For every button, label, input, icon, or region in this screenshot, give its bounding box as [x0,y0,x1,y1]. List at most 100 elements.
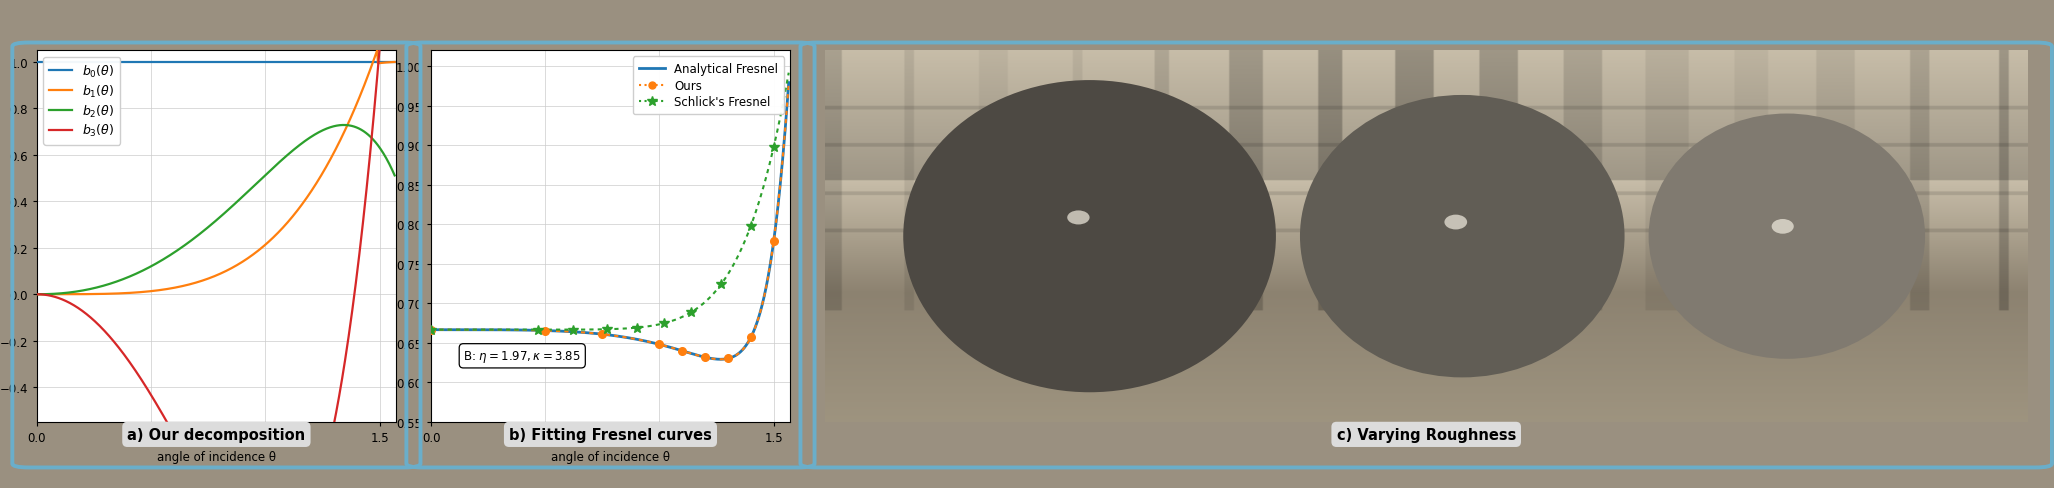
Ellipse shape [918,93,1261,381]
Ellipse shape [978,143,1202,330]
Ellipse shape [1300,96,1625,378]
Ellipse shape [1773,224,1801,249]
Ellipse shape [1345,135,1580,339]
Ellipse shape [1308,103,1616,370]
Ellipse shape [1366,152,1559,321]
Ellipse shape [1337,127,1588,346]
Ellipse shape [1742,197,1832,277]
Ellipse shape [1672,136,1900,338]
Ellipse shape [988,151,1191,323]
Ellipse shape [1380,166,1543,307]
Ellipse shape [1697,157,1877,316]
Ellipse shape [1701,160,1873,313]
$b_3(\theta)$ [88,324,113,330]
$b_0(\theta)$ [263,60,288,66]
Ellipse shape [1333,124,1592,349]
Ellipse shape [1362,148,1563,325]
Ellipse shape [1417,198,1508,275]
Ellipse shape [904,81,1276,392]
Ellipse shape [1019,178,1158,295]
Ellipse shape [969,136,1210,338]
Text: B: $\eta = 1.97, \kappa = 3.85$: B: $\eta = 1.97, \kappa = 3.85$ [464,348,581,364]
Ellipse shape [1444,215,1467,230]
$b_2(\theta)$ [187,232,212,238]
Ellipse shape [908,85,1271,388]
Ellipse shape [1397,180,1528,293]
Ellipse shape [1025,182,1154,291]
$b_1(\theta)$ [88,291,113,297]
Ellipse shape [1421,202,1504,272]
Ellipse shape [1405,187,1520,286]
Ellipse shape [1317,110,1608,364]
Line: $b_2(\theta)$: $b_2(\theta)$ [37,126,394,295]
$b_1(\theta)$ [187,279,212,285]
Ellipse shape [1752,206,1822,267]
Ellipse shape [1434,212,1491,262]
Ellipse shape [1695,154,1879,319]
Text: a) Our decomposition: a) Our decomposition [127,427,306,442]
Ellipse shape [1777,227,1797,246]
Ellipse shape [959,128,1220,346]
Ellipse shape [1354,142,1571,332]
Ellipse shape [1015,174,1165,299]
Ellipse shape [1670,133,1904,341]
Ellipse shape [1372,159,1551,314]
Ellipse shape [1707,166,1867,307]
Ellipse shape [1349,138,1575,335]
Ellipse shape [1413,194,1512,279]
Ellipse shape [1721,179,1853,295]
$b_0(\theta)$ [25,60,49,66]
Line: $b_1(\theta)$: $b_1(\theta)$ [37,51,394,295]
Ellipse shape [1043,198,1136,276]
Ellipse shape [1660,123,1914,350]
Ellipse shape [974,140,1206,334]
$b_3(\theta)$ [25,292,49,298]
Ellipse shape [1376,163,1547,311]
Ellipse shape [1341,131,1584,343]
$b_1(\theta)$ [25,292,49,298]
Ellipse shape [1000,163,1179,311]
$b_0(\theta)$ [236,60,261,66]
Ellipse shape [1711,169,1863,304]
Ellipse shape [912,89,1267,385]
Ellipse shape [992,155,1187,319]
Ellipse shape [1430,208,1495,265]
Ellipse shape [1058,209,1121,264]
Ellipse shape [963,132,1216,342]
Ellipse shape [1384,170,1538,304]
Ellipse shape [1662,126,1912,347]
Ellipse shape [1011,170,1169,303]
$b_1(\theta)$ [117,290,142,296]
$b_2(\theta)$ [382,173,407,179]
Ellipse shape [1368,156,1555,318]
X-axis label: angle of incidence θ: angle of incidence θ [156,449,275,463]
Ellipse shape [1450,226,1475,247]
$b_2(\theta)$ [294,138,318,144]
Ellipse shape [937,108,1243,365]
Ellipse shape [1068,211,1089,225]
$b_0(\theta)$ [117,60,142,66]
Ellipse shape [1048,202,1132,272]
Ellipse shape [1052,205,1128,268]
Legend: $b_0(\theta)$, $b_1(\theta)$, $b_2(\theta)$, $b_3(\theta)$: $b_0(\theta)$, $b_1(\theta)$, $b_2(\thet… [43,58,121,145]
Ellipse shape [1649,114,1925,359]
Ellipse shape [1329,121,1596,353]
Ellipse shape [1715,172,1859,301]
$b_1(\theta)$ [366,48,390,54]
$b_0(\theta)$ [382,60,407,66]
Ellipse shape [926,101,1253,373]
Ellipse shape [1033,190,1146,284]
Ellipse shape [1748,203,1824,270]
Ellipse shape [1076,225,1103,248]
$b_2(\theta)$ [88,284,113,290]
Ellipse shape [949,120,1230,353]
Ellipse shape [1682,145,1890,328]
$b_2(\theta)$ [263,163,288,169]
Ellipse shape [941,112,1239,361]
Ellipse shape [1717,176,1857,298]
$b_1(\theta)$ [382,60,407,66]
Ellipse shape [1771,222,1803,252]
Ellipse shape [1725,182,1849,292]
$b_1(\theta)$ [294,196,318,202]
Ellipse shape [1313,106,1612,367]
